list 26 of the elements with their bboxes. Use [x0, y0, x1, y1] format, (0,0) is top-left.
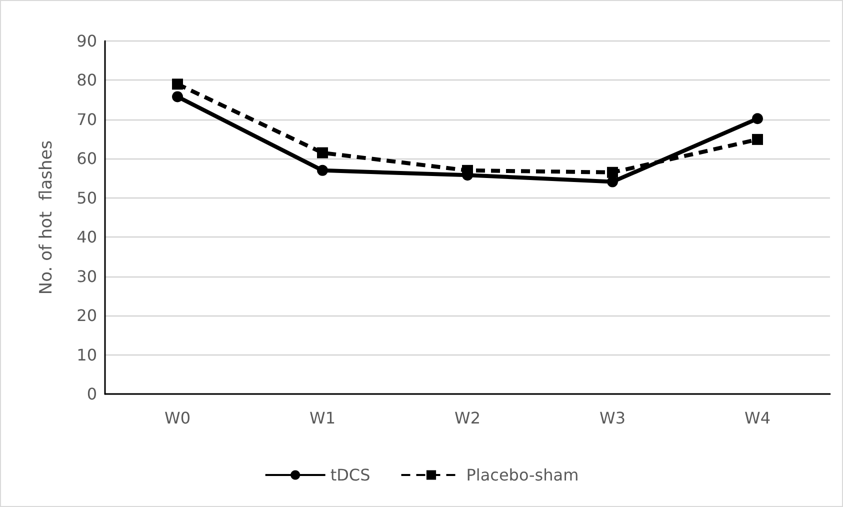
y-tick-label: 20: [76, 306, 97, 326]
y-tick-label: 30: [76, 266, 97, 286]
point: [752, 113, 763, 124]
point: [172, 78, 183, 90]
x-tick-label: W1: [310, 408, 336, 428]
x-tick-label: W4: [744, 408, 770, 428]
legend-label: tDCS: [330, 466, 370, 484]
y-tick-label: 40: [76, 228, 97, 247]
y-tick-label: 60: [76, 149, 97, 168]
y-tick-label: 0: [86, 384, 97, 404]
point: [607, 166, 618, 178]
point: [752, 134, 763, 145]
y-tick-label: 70: [76, 110, 97, 129]
x-tick-label: W2: [454, 408, 480, 428]
y-tick-label: 90: [76, 32, 97, 50]
y-axis-title: No. of hot flashes: [36, 140, 56, 295]
y-tick-label: 50: [76, 188, 97, 208]
x-tick-label: W3: [600, 408, 626, 428]
point: [607, 176, 618, 188]
point: [317, 147, 328, 158]
x-tick-label: W0: [164, 408, 190, 428]
y-tick-label: 10: [76, 345, 97, 364]
point: [172, 91, 183, 102]
point: [317, 164, 328, 176]
legend-label: Placebo-sham: [466, 466, 579, 484]
y-tick-label: 80: [76, 70, 97, 90]
